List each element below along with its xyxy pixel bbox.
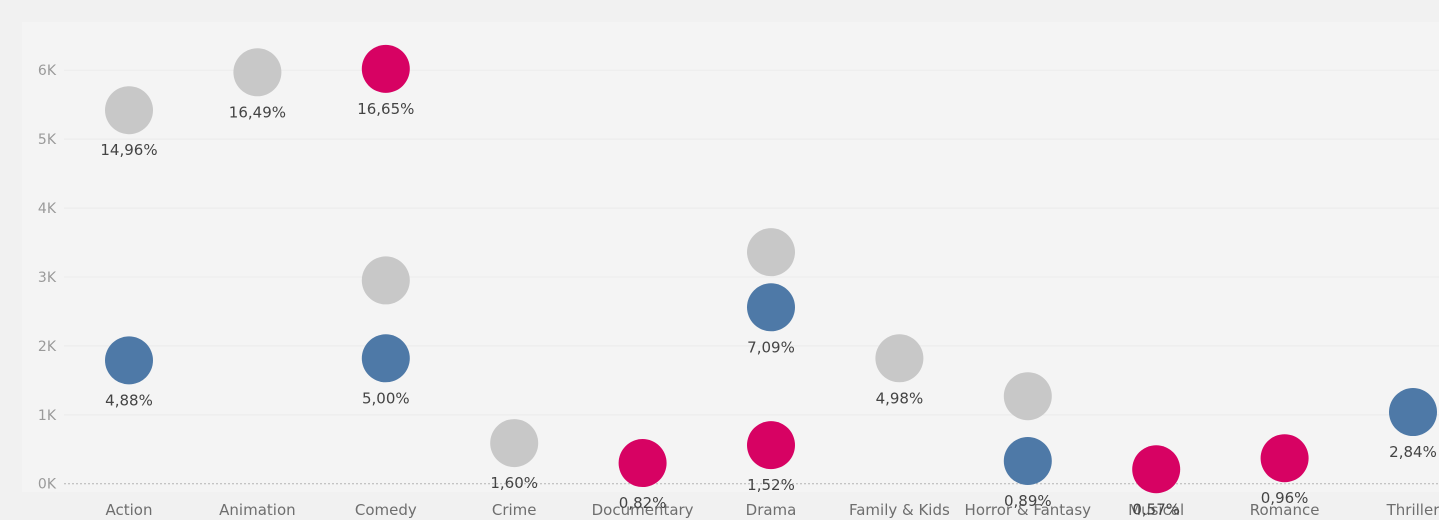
x-category-label-animation: Animation: [219, 501, 295, 519]
data-points: [105, 44, 1437, 494]
y-tick-label: 4K: [38, 201, 57, 217]
y-tick-label: 0K: [38, 477, 57, 493]
y-tick-label: 3K: [38, 270, 57, 286]
y-axis-ticks: 0K 1K 2K 3K 4K 5K 6K: [38, 63, 57, 492]
data-point-comedy-blue[interactable]: [361, 334, 410, 383]
data-label-drama-magenta: 1,52%: [747, 476, 795, 494]
data-point-thriller-blue[interactable]: [1389, 388, 1437, 437]
data-point-comedy-magenta[interactable]: [361, 44, 410, 93]
x-category-label-horror-fantasy: Horror & Fantasy: [965, 501, 1092, 519]
data-label-musical-magenta: 0,57%: [1132, 500, 1180, 518]
data-point-crime-gray[interactable]: [490, 419, 539, 468]
data-point-romance-magenta[interactable]: [1260, 434, 1309, 483]
data-point-comedy-gray[interactable]: [361, 256, 410, 305]
grid-lines: [64, 69, 1439, 485]
data-label-comedy-magenta: 16,65%: [357, 100, 414, 118]
data-label-family-kids-gray: 4,98%: [876, 389, 924, 407]
data-label-romance-magenta: 0,96%: [1261, 489, 1309, 507]
x-category-label-action: Action: [106, 501, 153, 519]
plot-area: [22, 22, 1439, 492]
data-label-action-blue: 4,88%: [105, 391, 153, 409]
x-category-label-thriller: Thriller: [1386, 501, 1439, 519]
x-category-label-musical: Musical: [1128, 501, 1184, 519]
x-category-label-drama: Drama: [746, 501, 797, 519]
data-label-crime-gray: 1,60%: [490, 474, 538, 492]
data-point-action-blue[interactable]: [105, 336, 153, 385]
y-tick-label: 2K: [38, 339, 57, 355]
data-label-documentary-magenta: 0,82%: [619, 494, 667, 512]
data-label-horror-fantasy-blue: 0,89%: [1004, 492, 1052, 510]
data-label-thriller-blue: 2,84%: [1389, 443, 1437, 461]
x-category-label-family-kids: Family & Kids: [849, 501, 950, 519]
data-label-comedy-blue: 5,00%: [362, 389, 410, 407]
data-point-drama-blue[interactable]: [747, 283, 795, 332]
data-point-family-kids-gray[interactable]: [875, 334, 924, 383]
x-category-label-romance: Romance: [1250, 501, 1320, 519]
x-category-label-documentary: Documentary: [592, 501, 694, 519]
y-tick-label: 6K: [38, 63, 57, 79]
data-label-action-gray: 14,96%: [100, 141, 157, 159]
x-category-label-comedy: Comedy: [355, 501, 417, 519]
data-point-musical-magenta[interactable]: [1132, 445, 1181, 494]
data-point-action-gray[interactable]: [105, 86, 153, 135]
data-label-drama-blue: 7,09%: [747, 338, 795, 356]
data-point-documentary-magenta[interactable]: [618, 439, 667, 488]
y-tick-label: 5K: [38, 132, 57, 148]
y-tick-label: 1K: [38, 408, 57, 424]
data-point-horror-fantasy-gray[interactable]: [1003, 372, 1052, 421]
x-category-label-crime: Crime: [492, 501, 537, 519]
data-point-horror-fantasy-blue[interactable]: [1003, 436, 1052, 485]
data-labels: 14,96% 4,88% 16,49% 16,65% 5,00% 1,60% 0,82% 7,…: [100, 100, 1436, 518]
x-axis-categories: Action Animation Comedy Crime Documentary Dra…: [106, 501, 1439, 519]
data-point-animation-gray[interactable]: [233, 48, 282, 97]
data-label-animation-gray: 16,49%: [229, 103, 286, 121]
data-point-drama-gray[interactable]: [747, 228, 795, 277]
data-point-drama-magenta[interactable]: [747, 421, 795, 470]
